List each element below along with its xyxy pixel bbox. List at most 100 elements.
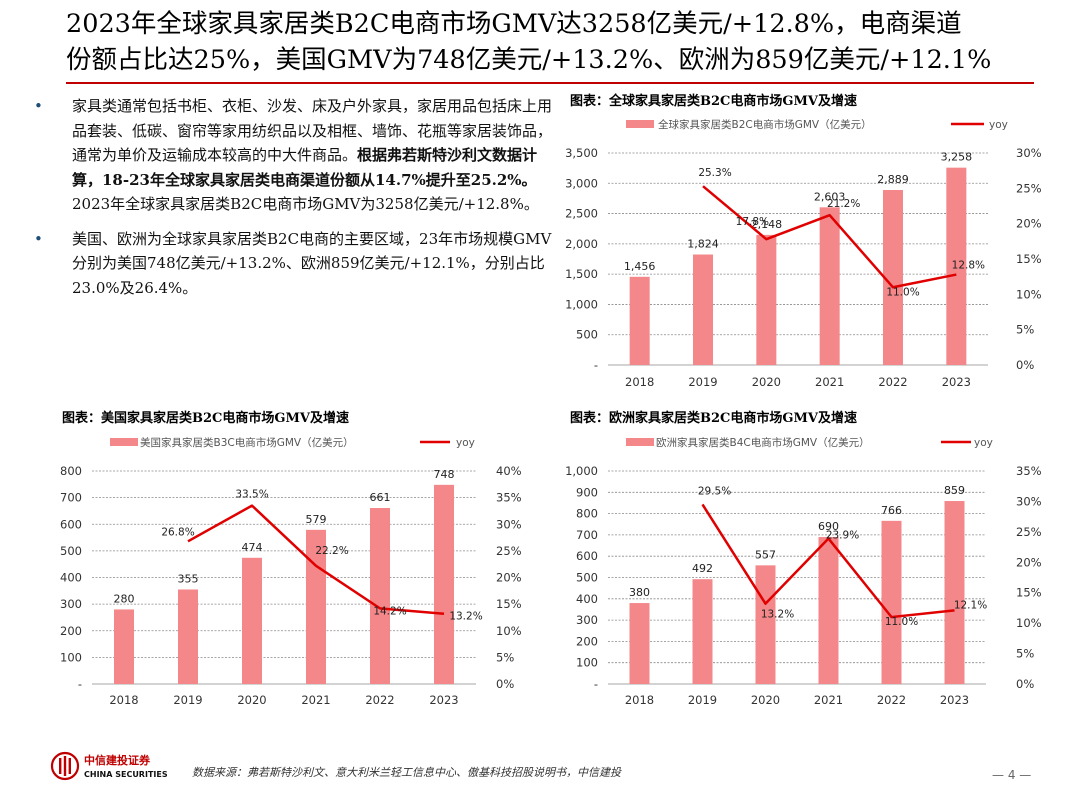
bar: [819, 207, 840, 365]
bar: [114, 609, 134, 684]
yoy-value-label: 22.2%: [315, 545, 348, 557]
x-tick-label: 2022: [365, 693, 394, 707]
bar: [242, 557, 262, 684]
bar-value-label: 355: [178, 572, 199, 585]
chart-title-global: 图表：全球家具家居类B2C电商市场GMV及增速: [570, 94, 857, 109]
bar: [818, 537, 839, 684]
bar: [692, 579, 713, 684]
y-tick-label: 2,500: [565, 207, 598, 221]
x-tick-label: 2019: [688, 693, 717, 707]
bar-value-label: 661: [370, 491, 391, 504]
title-divider: [66, 82, 1034, 84]
y2-tick-label: 15%: [1016, 252, 1042, 266]
x-tick-label: 2018: [625, 693, 654, 707]
bar: [881, 520, 902, 684]
bar: [434, 484, 454, 684]
bar: [944, 501, 965, 684]
y2-tick-label: 15%: [496, 597, 522, 611]
yoy-value-label: 29.5%: [698, 485, 731, 497]
y-tick-label: 400: [576, 592, 598, 606]
logo-en-text: CHINA SECURITIES: [84, 770, 168, 779]
page-title: 2023年全球家具家居类B2C电商市场GMV达3258亿美元/+12.8%，电商…: [66, 6, 1066, 78]
bar: [629, 603, 650, 684]
bar: [693, 254, 713, 365]
bar-value-label: 2,603: [814, 190, 846, 203]
y-tick-label: 1,000: [565, 297, 598, 311]
y-tick-label: 200: [60, 624, 82, 638]
chart-global-gmv: - 500 1,000 1,500 2,000 2,500 3,000 3,500 0% 5% 10…: [565, 118, 1042, 389]
bullet-marker: •: [34, 97, 43, 115]
y2-tick-label: 20%: [1016, 217, 1042, 231]
bar-value-label: 859: [944, 484, 965, 497]
bar-value-label: 380: [629, 586, 650, 599]
y2-tick-label: 0%: [496, 677, 514, 691]
x-tick-label: 2020: [751, 693, 780, 707]
y2-tick-label: 5%: [1016, 323, 1034, 337]
legend-line-label: yoy: [456, 437, 475, 449]
y-tick-label: 2,000: [565, 237, 598, 251]
y-tick-label: 600: [576, 549, 598, 563]
y-tick-label: 900: [576, 485, 598, 499]
y2-tick-label: 10%: [1016, 616, 1042, 630]
yoy-value-label: 12.8%: [952, 260, 985, 272]
y2-tick-label: 30%: [1016, 146, 1042, 160]
y-tick-label: 3,500: [565, 146, 598, 160]
chart-eu-gmv: - 100 200 300 400 500 600 700 800 900 1,000 0% 5% 10%…: [565, 436, 1042, 707]
bar-value-label: 3,258: [941, 151, 973, 164]
yoy-value-label: 17.8%: [736, 216, 769, 228]
y-tick-label: 3,000: [565, 176, 598, 190]
y2-tick-label: 40%: [496, 464, 522, 478]
y2-tick-label: 25%: [496, 544, 522, 558]
legend-bar-swatch: [110, 438, 138, 446]
yoy-value-label: 14.2%: [373, 605, 406, 617]
bullet-1-text-b: 根据弗若斯特沙利文数据计算，18-23年全球家具家居类电商渠道份额从14.7%提…: [72, 146, 538, 189]
y2-tick-label: 35%: [496, 491, 522, 505]
legend-bar-label: 欧洲家具家居类B4C电商市场GMV（亿美元）: [656, 436, 870, 449]
x-tick-label: 2018: [625, 375, 654, 389]
bar-value-label: 766: [881, 504, 902, 517]
bar-value-label: 2,889: [877, 173, 909, 186]
y-tick-label: 300: [60, 597, 82, 611]
chart-title-us: 图表：美国家具家居类B2C电商市场GMV及增速: [62, 411, 349, 426]
bar: [946, 167, 967, 365]
legend-line-label: yoy: [974, 437, 993, 449]
chart-us-gmv: - 100 200 300 400 500 600 700 800 0% 5% 10% 15% 20% 25…: [60, 436, 522, 707]
x-tick-label: 2020: [752, 375, 781, 389]
y2-tick-label: 25%: [1016, 181, 1042, 195]
y2-tick-label: 15%: [1016, 586, 1042, 600]
bullet-1-text-c: 2023年全球家具家居类B2C电商市场GMV为3258亿美元/+12.8%。: [72, 195, 539, 213]
y-tick-label: 200: [576, 634, 598, 648]
legend-bar-swatch: [626, 120, 654, 128]
bar-value-label: 579: [306, 513, 327, 526]
bar: [178, 589, 198, 684]
yoy-value-label: 26.8%: [161, 526, 194, 538]
x-tick-label: 2021: [815, 375, 844, 389]
source-note: 数据来源：弗若斯特沙利文、意大利米兰轻工信息中心、傲基科技招股说明书，中信建投: [192, 766, 621, 779]
bar-value-label: 1,824: [687, 238, 719, 251]
legend-bar-label: 美国家具家居类B3C电商市场GMV（亿美元）: [140, 436, 354, 449]
x-tick-label: 2019: [688, 375, 717, 389]
bar: [755, 565, 776, 684]
y-tick-label: -: [78, 677, 82, 691]
bullet-list: • 家具类通常包括书柜、衣柜、沙发、床及户外家具，家居用品包括床上用品套装、低碳…: [28, 94, 556, 310]
bullet-2-text: 美国、欧洲为全球家具家居类B2C电商的主要区域，23年市场规模GMV分别为美国7…: [72, 229, 552, 297]
y-tick-label: 500: [576, 328, 598, 342]
y2-tick-label: 35%: [1016, 464, 1042, 478]
y-tick-label: 800: [60, 464, 82, 478]
y2-tick-label: 0%: [1016, 677, 1034, 691]
x-tick-label: 2018: [109, 693, 138, 707]
bar-value-label: 557: [755, 548, 776, 561]
yoy-value-label: 13.2%: [449, 611, 482, 623]
bullet-item-1: • 家具类通常包括书柜、衣柜、沙发、床及户外家具，家居用品包括床上用品套装、低碳…: [28, 94, 556, 217]
y-tick-label: -: [594, 358, 598, 372]
x-tick-label: 2021: [301, 693, 330, 707]
y-tick-label: -: [594, 677, 598, 691]
x-tick-label: 2021: [814, 693, 843, 707]
y-tick-label: 500: [576, 571, 598, 585]
yoy-value-label: 11.0%: [885, 616, 918, 628]
x-tick-label: 2023: [942, 375, 971, 389]
y-tick-label: 400: [60, 571, 82, 585]
y-tick-label: 800: [576, 507, 598, 521]
legend-bar-label: 全球家具家居类B2C电商市场GMV（亿美元）: [658, 118, 872, 131]
bar-value-label: 2,148: [751, 218, 783, 231]
